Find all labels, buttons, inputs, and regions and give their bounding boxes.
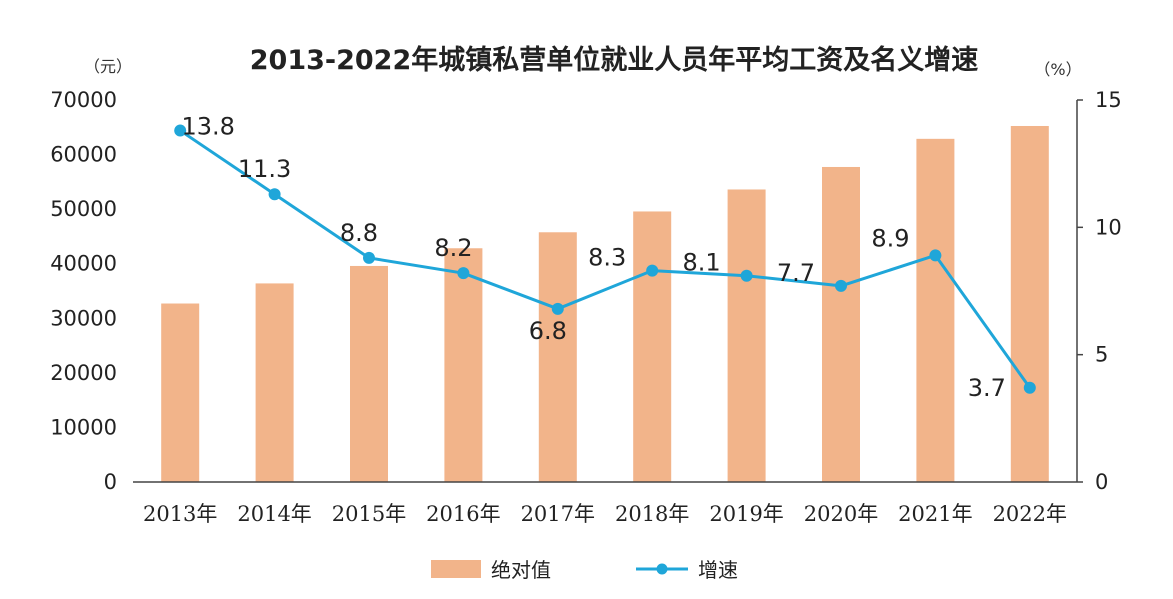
x-tick-label: 2020年 (804, 502, 878, 526)
data-label: 6.8 (529, 317, 567, 345)
left-tick-label: 50000 (50, 197, 117, 221)
data-label: 8.1 (683, 249, 721, 277)
left-tick-label: 60000 (50, 143, 117, 167)
right-axis-unit: （%） (1034, 60, 1081, 79)
left-tick-label: 20000 (50, 361, 117, 385)
x-tick-label: 2015年 (332, 502, 406, 526)
data-label: 8.8 (340, 219, 378, 247)
x-tick-label: 2019年 (709, 502, 783, 526)
bar (444, 248, 483, 482)
bar (727, 189, 766, 482)
data-label: 8.9 (871, 224, 909, 252)
x-tick-label: 2014年 (237, 502, 311, 526)
data-label: 11.3 (238, 155, 291, 183)
growth-point (646, 264, 659, 277)
growth-point (174, 124, 187, 137)
left-tick-label: 40000 (50, 252, 117, 276)
data-labels: 13.811.3 8.8 8.2 6.8 8.3 8.1 7.7 8.9 3.7 (181, 113, 1005, 402)
bar (255, 283, 294, 482)
bar (350, 265, 388, 482)
right-axis: 0 5 10 15 (1077, 88, 1122, 494)
bar (822, 166, 860, 482)
growth-line (179, 129, 1032, 389)
bar (633, 211, 672, 482)
x-tick-label: 2016年 (426, 502, 500, 526)
growth-point (457, 267, 470, 280)
x-tick-label: 2018年 (615, 502, 689, 526)
x-tick-label: 2017年 (521, 502, 595, 526)
left-tick-label: 0 (104, 470, 117, 494)
data-label: 8.3 (588, 244, 626, 272)
right-tick-label: 15 (1095, 88, 1122, 112)
growth-point (1023, 381, 1036, 394)
right-tick-label: 10 (1095, 215, 1122, 239)
x-tick-label: 2013年 (143, 502, 217, 526)
left-tick-label: 70000 (50, 88, 117, 112)
growth-point (268, 188, 281, 201)
legend-bar-label: 绝对值 (491, 558, 551, 582)
left-axis: 0 10000 20000 30000 40000 50000 60000 70000 (50, 88, 117, 494)
chart-title: 2013-2022年城镇私营单位就业人员年平均工资及名义增速 (250, 44, 979, 76)
growth-point (363, 251, 375, 264)
data-label: 8.2 (434, 234, 472, 262)
left-tick-label: 10000 (50, 415, 117, 439)
bar (538, 232, 577, 482)
legend: 绝对值 增速 (431, 558, 738, 582)
legend-bar-swatch (431, 560, 481, 578)
line-series (174, 124, 1036, 394)
legend-line-marker (656, 563, 668, 575)
growth-point (835, 279, 847, 292)
x-axis-categories: 2013年 2014年 2015年 2016年 2017年 2018年 2019年 2020年… (143, 502, 1067, 526)
bar (916, 138, 955, 483)
bar-series (161, 125, 1049, 483)
data-label: 7.7 (777, 259, 815, 287)
right-tick-label: 5 (1095, 343, 1108, 367)
left-axis-unit: （元） (84, 57, 132, 76)
right-tick-label: 0 (1095, 470, 1108, 494)
bar (161, 303, 200, 482)
legend-line-label: 增速 (698, 558, 738, 582)
growth-point (929, 249, 942, 262)
data-label: 3.7 (968, 374, 1006, 402)
bar (1010, 125, 1049, 482)
left-tick-label: 30000 (50, 306, 117, 330)
growth-point (551, 302, 564, 315)
x-tick-label: 2022年 (993, 502, 1067, 526)
x-tick-label: 2021年 (898, 502, 972, 526)
growth-point (740, 269, 753, 282)
data-label: 13.8 (181, 113, 234, 141)
